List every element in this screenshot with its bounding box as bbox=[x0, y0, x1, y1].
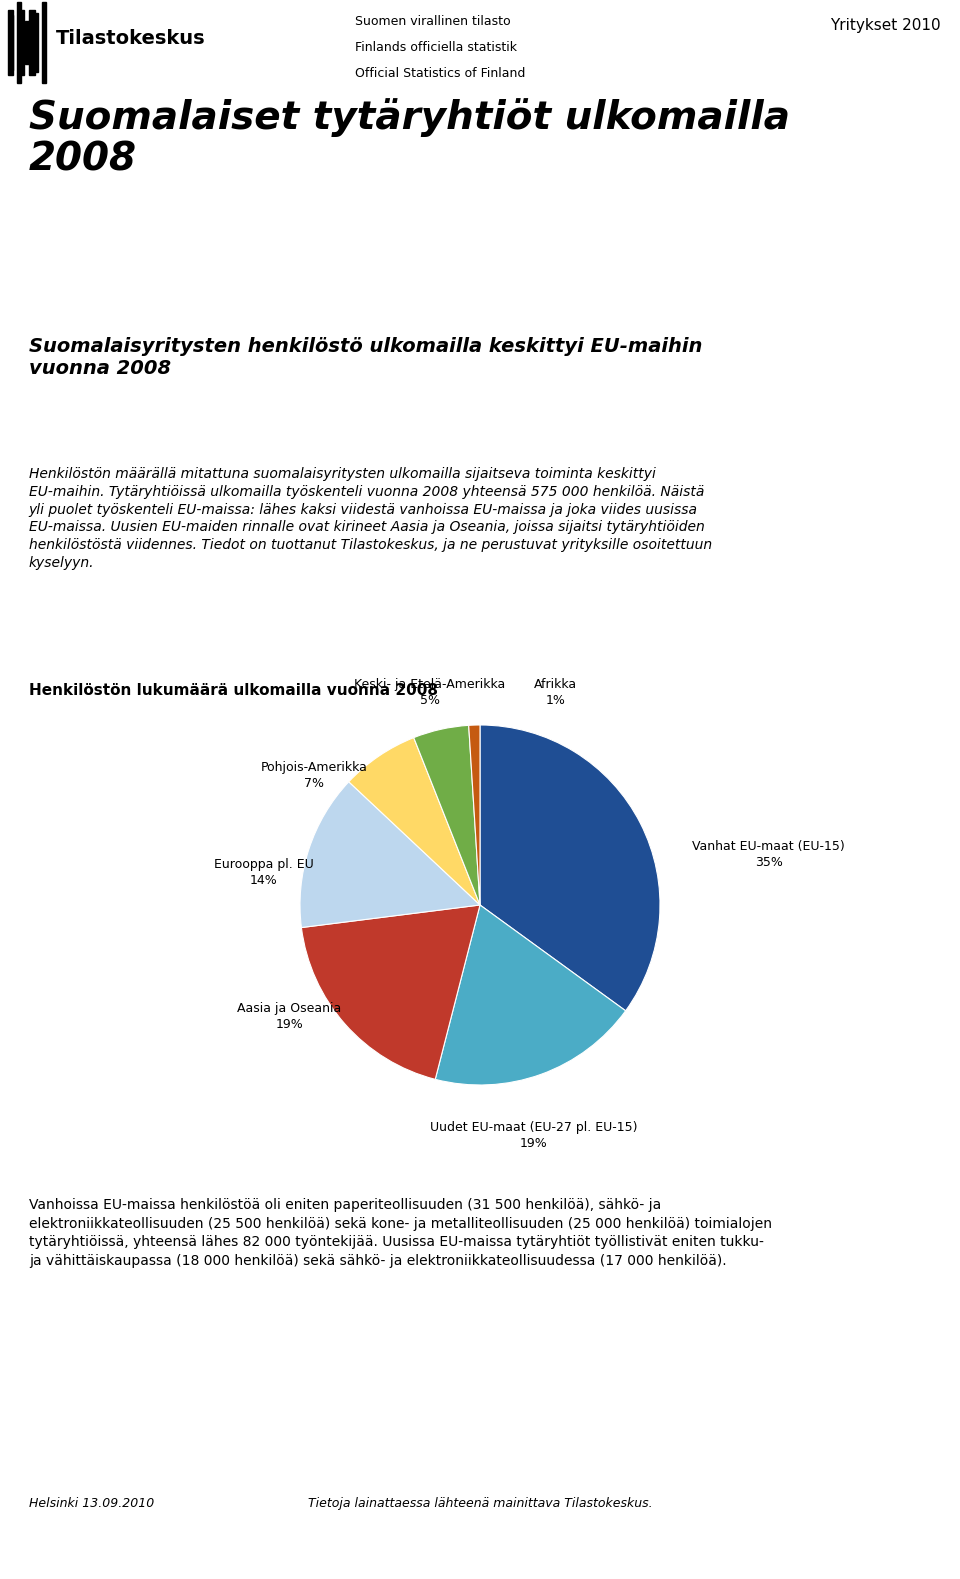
Wedge shape bbox=[348, 737, 480, 905]
Bar bbox=[35, 13, 38, 73]
Text: Tilastokeskus: Tilastokeskus bbox=[56, 28, 205, 47]
Text: Suomen virallinen tilasto: Suomen virallinen tilasto bbox=[355, 16, 511, 28]
Text: Vanhoissa EU-maissa henkilöstöä oli eniten paperiteollisuuden (31 500 henkilöä),: Vanhoissa EU-maissa henkilöstöä oli enit… bbox=[29, 1198, 772, 1268]
Wedge shape bbox=[480, 725, 660, 1011]
Wedge shape bbox=[301, 905, 480, 1080]
Text: Helsinki 13.09.2010: Helsinki 13.09.2010 bbox=[29, 1497, 154, 1510]
Text: Pohjois-Amerikka
7%: Pohjois-Amerikka 7% bbox=[260, 761, 368, 790]
Text: Henkilöstön lukumäärä ulkomailla vuonna 2008: Henkilöstön lukumäärä ulkomailla vuonna … bbox=[29, 682, 438, 698]
Text: Henkilöstön määrällä mitattuna suomalaisyritysten ulkomailla sijaitseva toiminta: Henkilöstön määrällä mitattuna suomalais… bbox=[29, 467, 712, 570]
Text: Yritykset 2010: Yritykset 2010 bbox=[830, 17, 941, 33]
Text: Suomalaisyritysten henkilöstö ulkomailla keskittyi EU-maihin
vuonna 2008: Suomalaisyritysten henkilöstö ulkomailla… bbox=[29, 336, 702, 377]
Wedge shape bbox=[468, 725, 480, 905]
Text: Official Statistics of Finland: Official Statistics of Finland bbox=[355, 66, 525, 79]
Wedge shape bbox=[300, 782, 480, 927]
Text: Vanhat EU-maat (EU-15)
35%: Vanhat EU-maat (EU-15) 35% bbox=[692, 840, 845, 868]
Text: Finlands officiella statistik: Finlands officiella statistik bbox=[355, 41, 517, 54]
Text: Afrikka
1%: Afrikka 1% bbox=[534, 677, 577, 707]
Bar bbox=[17, 2, 21, 84]
Bar bbox=[25, 22, 29, 65]
Text: Keski- ja Etelä-Amerikka
5%: Keski- ja Etelä-Amerikka 5% bbox=[354, 677, 505, 707]
Text: Eurooppa pl. EU
14%: Eurooppa pl. EU 14% bbox=[213, 857, 313, 887]
Text: Tietoja lainattaessa lähteenä mainittava Tilastokeskus.: Tietoja lainattaessa lähteenä mainittava… bbox=[308, 1497, 652, 1510]
Bar bbox=[8, 9, 13, 76]
Wedge shape bbox=[435, 905, 626, 1085]
Bar bbox=[18, 9, 24, 76]
Bar bbox=[42, 2, 46, 84]
Text: Aasia ja Oseania
19%: Aasia ja Oseania 19% bbox=[237, 1003, 341, 1031]
Bar bbox=[29, 9, 35, 76]
Text: Uudet EU-maat (EU-27 pl. EU-15)
19%: Uudet EU-maat (EU-27 pl. EU-15) 19% bbox=[430, 1121, 637, 1150]
Wedge shape bbox=[414, 725, 480, 905]
Bar bbox=[10, 14, 13, 71]
Text: Suomalaiset tytäryhtiöt ulkomailla
2008: Suomalaiset tytäryhtiöt ulkomailla 2008 bbox=[29, 98, 790, 178]
